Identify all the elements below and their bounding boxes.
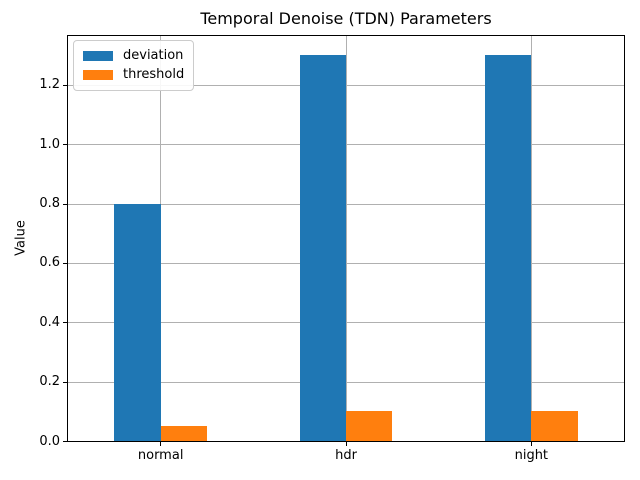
x-tick-label: hdr [335,448,357,463]
y-tick-label: 0.8 [39,196,60,212]
y-tick-label: 0.4 [39,314,60,330]
x-tick-mark [530,442,532,446]
legend-label: threshold [123,67,185,82]
bar-threshold-night [531,411,578,441]
bar-deviation-normal [114,203,161,441]
y-tick-mark [63,84,67,86]
y-tick-label: 1.2 [39,77,60,93]
x-gridline [160,36,162,441]
y-tick-mark [63,203,67,205]
x-gridline [530,36,532,441]
y-tick-mark [63,144,67,146]
y-axis-label: Value [13,220,29,256]
bar-threshold-normal [160,426,207,441]
y-tick-mark [63,322,67,324]
bar-deviation-night [485,55,532,441]
x-gridline [345,36,347,441]
y-tick-label: 0.0 [39,433,60,449]
legend-label: deviation [123,48,184,63]
y-tick-label: 0.2 [39,374,60,390]
legend-item-threshold: threshold [83,66,184,84]
x-tick-label: normal [137,448,184,463]
x-tick-label: night [514,448,549,463]
chart-title: Temporal Denoise (TDN) Parameters [200,9,492,28]
legend-item-deviation: deviation [83,47,184,65]
bar-deviation-hdr [299,55,346,441]
bar-threshold-hdr [346,411,393,441]
legend: deviation threshold [73,40,195,91]
y-tick-mark [63,441,67,442]
legend-swatch-deviation [83,51,113,61]
legend-swatch-threshold [83,70,113,80]
y-tick-label: 0.6 [39,255,60,271]
y-tick-label: 1.0 [39,136,60,152]
y-tick-mark [63,262,67,264]
x-tick-mark [345,442,347,446]
plot-area [67,35,625,442]
x-tick-mark [160,442,162,446]
y-tick-mark [63,381,67,383]
